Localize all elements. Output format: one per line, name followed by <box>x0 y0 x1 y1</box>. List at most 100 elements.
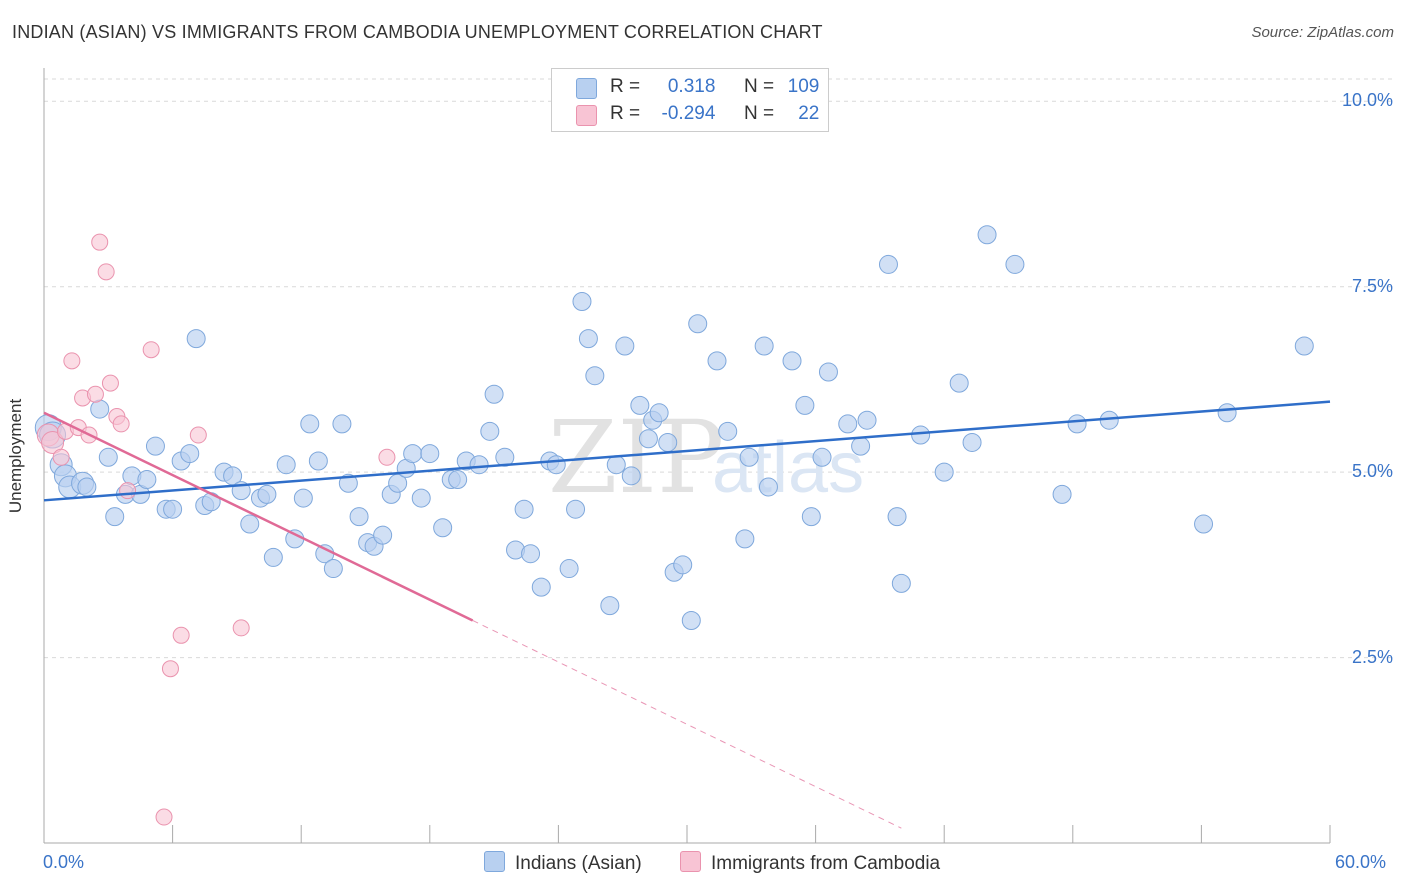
point-indians <box>276 455 296 475</box>
r-label: R = <box>610 76 641 97</box>
point-indians <box>758 477 778 497</box>
point-indians <box>1067 414 1087 434</box>
point-indians <box>878 254 898 274</box>
point-indians <box>77 477 97 497</box>
point-indians <box>681 610 701 630</box>
point-indians <box>621 466 641 486</box>
point-indians <box>323 559 343 579</box>
point-indians <box>630 395 650 415</box>
point-indians <box>1194 514 1214 534</box>
legend-swatch-blue <box>484 851 505 872</box>
point-indians <box>949 373 969 393</box>
point-indians <box>911 425 931 445</box>
point-indians <box>572 292 592 312</box>
point-indians <box>338 473 358 493</box>
point-cambodia <box>378 448 396 466</box>
source-label: Source: ZipAtlas.com <box>1251 24 1394 41</box>
x-tick-label-min: 0.0% <box>43 852 85 872</box>
point-indians <box>801 507 821 527</box>
point-indians <box>658 432 678 452</box>
point-indians <box>851 436 871 456</box>
point-indians <box>257 484 277 504</box>
point-indians <box>293 488 313 508</box>
series-cambodia-points <box>36 233 396 826</box>
trend-lines <box>43 400 1331 829</box>
point-cambodia <box>172 626 190 644</box>
n-value: 22 <box>798 103 820 124</box>
point-indians <box>373 525 393 545</box>
legend-swatch-blue <box>576 78 597 99</box>
point-indians <box>180 444 200 464</box>
point-indians <box>735 529 755 549</box>
point-indians <box>514 499 534 519</box>
y-axis-label: Unemployment <box>6 398 25 514</box>
y-tick-label: 7.5% <box>1351 275 1393 296</box>
point-indians <box>578 329 598 349</box>
legend-label: Immigrants from Cambodia <box>711 853 941 874</box>
correlation-legend: R = 0.318 N = 109 R = -0.294 N = 22 <box>551 68 829 132</box>
point-cambodia <box>112 415 130 433</box>
point-indians <box>673 555 693 575</box>
point-cambodia <box>161 660 179 678</box>
point-indians <box>887 507 907 527</box>
point-indians <box>857 410 877 430</box>
point-indians <box>300 414 320 434</box>
point-cambodia <box>142 341 160 359</box>
point-indians <box>718 421 738 441</box>
point-indians <box>559 559 579 579</box>
y-tick-label: 2.5% <box>1351 646 1393 667</box>
legend-swatch-pink <box>576 105 597 126</box>
point-cambodia <box>52 448 70 466</box>
point-indians <box>105 507 125 527</box>
legend-label: Indians (Asian) <box>515 853 642 874</box>
point-indians <box>795 395 815 415</box>
chart-title: INDIAN (ASIAN) VS IMMIGRANTS FROM CAMBOD… <box>12 22 823 42</box>
x-tick-label-max: 60.0% <box>1335 852 1387 872</box>
axes <box>43 68 1331 844</box>
point-indians <box>638 429 658 449</box>
point-indians <box>163 499 183 519</box>
point-indians <box>707 351 727 371</box>
point-indians <box>1294 336 1314 356</box>
point-indians <box>411 488 431 508</box>
point-indians <box>1005 254 1025 274</box>
point-indians <box>688 314 708 334</box>
point-indians <box>263 547 283 567</box>
point-indians <box>495 447 515 467</box>
r-value: 0.318 <box>667 76 716 97</box>
point-indians <box>838 414 858 434</box>
point-indians <box>566 499 586 519</box>
watermark-atlas: atlas <box>712 428 864 508</box>
point-indians <box>782 351 802 371</box>
n-label: N = <box>743 76 775 97</box>
point-indians <box>137 470 157 490</box>
point-indians <box>977 225 997 245</box>
point-indians <box>818 362 838 382</box>
point-indians <box>484 384 504 404</box>
point-cambodia <box>86 385 104 403</box>
y-tick-label: 10.0% <box>1341 90 1393 111</box>
y-tick-label: 5.0% <box>1351 461 1393 482</box>
point-indians <box>420 444 440 464</box>
point-indians <box>332 414 352 434</box>
legend-swatch-pink <box>680 851 701 872</box>
trend-line-indians <box>43 400 1331 502</box>
point-indians <box>615 336 635 356</box>
point-cambodia <box>41 430 65 454</box>
legend-item-cambodia: Immigrants from Cambodia <box>680 851 940 875</box>
point-indians <box>469 455 489 475</box>
n-label: N = <box>743 103 775 124</box>
point-cambodia <box>91 233 109 251</box>
point-indians <box>962 432 982 452</box>
point-indians <box>240 514 260 534</box>
point-indians <box>403 444 423 464</box>
point-indians <box>186 329 206 349</box>
point-cambodia <box>232 619 250 637</box>
point-indians <box>448 470 468 490</box>
point-indians <box>531 577 551 597</box>
point-indians <box>585 366 605 386</box>
point-indians <box>98 447 118 467</box>
point-indians <box>145 436 165 456</box>
point-indians <box>480 421 500 441</box>
